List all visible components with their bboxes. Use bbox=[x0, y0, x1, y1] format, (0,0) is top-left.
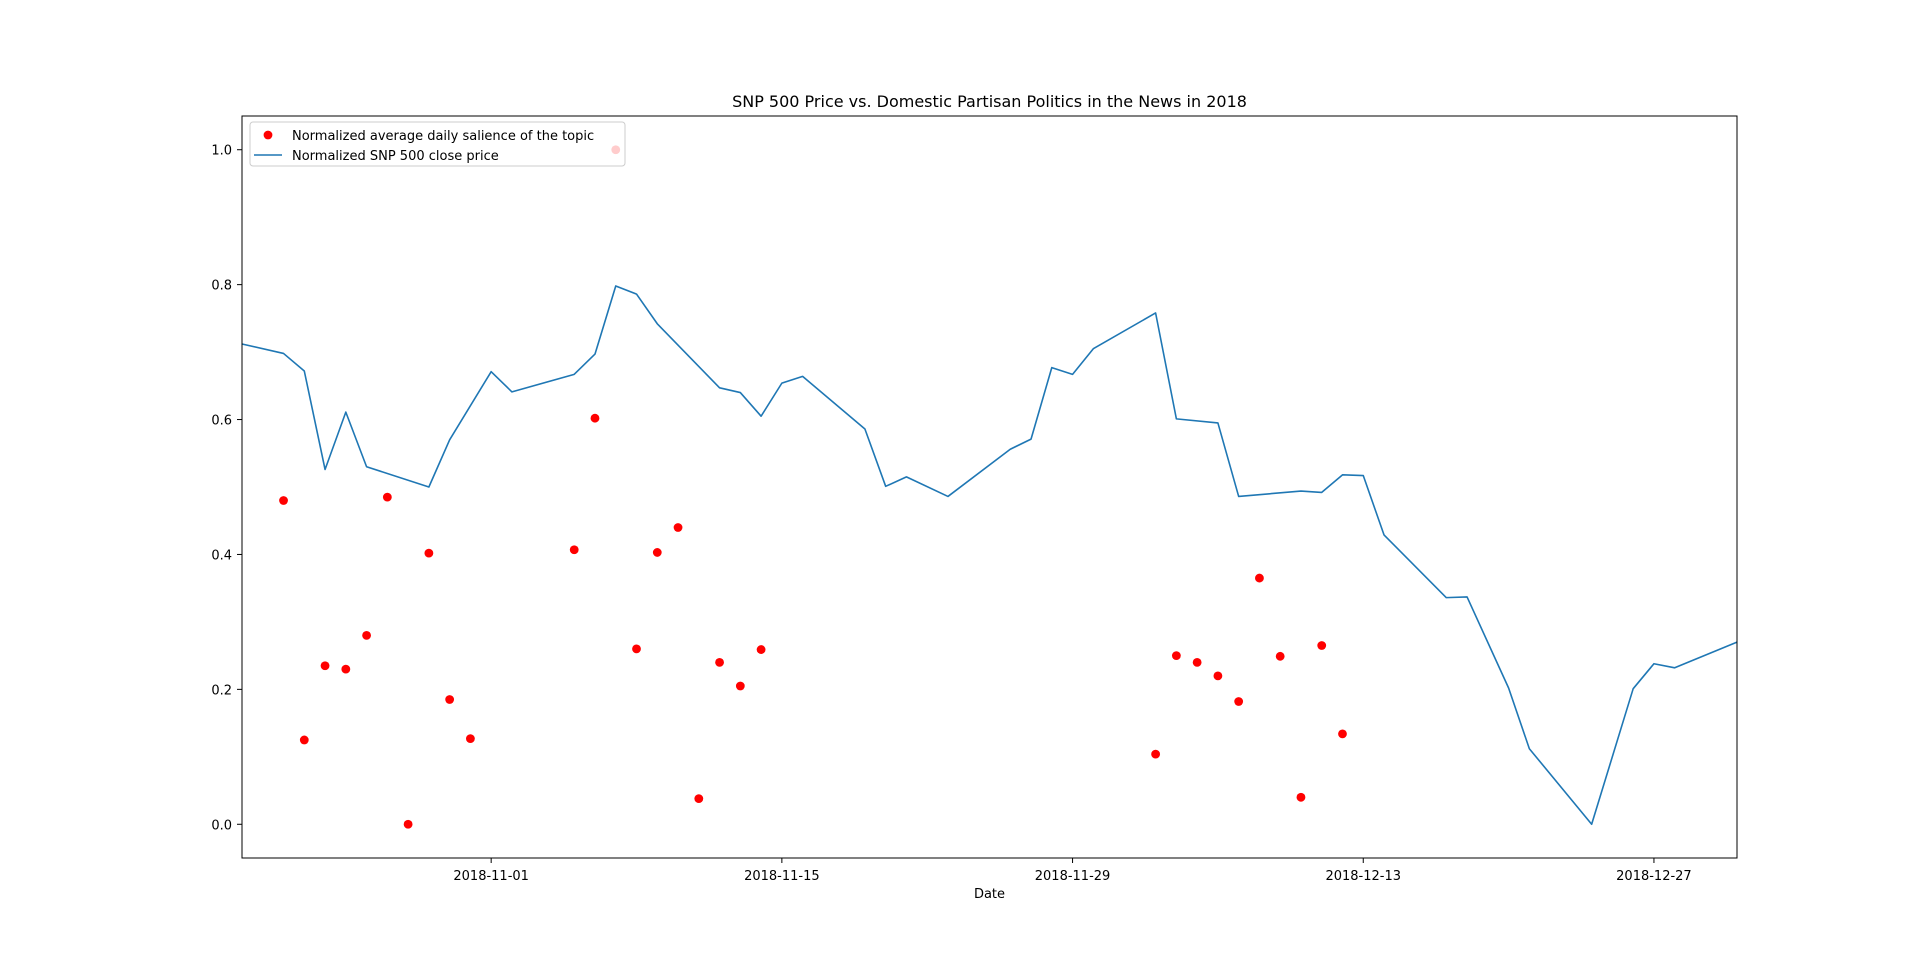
salience-point bbox=[445, 695, 455, 704]
salience-point bbox=[715, 657, 724, 667]
salience-point bbox=[466, 734, 475, 744]
salience-point bbox=[1338, 729, 1347, 739]
salience-point bbox=[735, 681, 745, 691]
legend-box bbox=[249, 121, 626, 167]
salience-point bbox=[362, 631, 371, 640]
salience-point bbox=[1151, 749, 1161, 759]
salience-point bbox=[569, 545, 579, 555]
y-tick-label: 0.6 bbox=[211, 414, 232, 429]
salience-point bbox=[1275, 651, 1285, 661]
chart-title: SNP 500 Price vs. Domestic Partisan Poli… bbox=[732, 92, 1247, 111]
salience-point bbox=[756, 645, 766, 654]
x-tick-label: 2018-11-15 bbox=[744, 869, 820, 884]
x-tick-label: 2018-11-01 bbox=[453, 869, 529, 884]
legend: Normalized average daily salience of the… bbox=[249, 121, 626, 167]
salience-point bbox=[341, 664, 351, 674]
plot-area bbox=[241, 115, 1738, 859]
y-tick-label: 0.2 bbox=[211, 683, 232, 698]
salience-point bbox=[424, 548, 434, 558]
salience-point bbox=[1255, 573, 1264, 583]
x-tick-label: 2018-12-27 bbox=[1616, 869, 1692, 884]
price-line-layer bbox=[241, 285, 1738, 826]
y-tick-label: 0.8 bbox=[211, 279, 232, 294]
salience-point bbox=[1234, 697, 1244, 706]
x-axis-label: Date bbox=[974, 887, 1005, 902]
x-axis: 2018-11-01 2018-11-15 2018-11-29 2018-12-13… bbox=[453, 858, 1692, 884]
legend-label-price: Normalized SNP 500 close price bbox=[292, 149, 499, 164]
x-tick-label: 2018-11-29 bbox=[1035, 869, 1111, 884]
salience-point bbox=[1171, 651, 1181, 661]
salience-point bbox=[590, 413, 600, 423]
salience-point bbox=[1296, 792, 1306, 802]
salience-point bbox=[694, 794, 704, 804]
snp500-price-line bbox=[241, 285, 1738, 826]
y-tick-label: 0.0 bbox=[211, 818, 232, 833]
y-tick-label: 0.4 bbox=[211, 548, 232, 563]
salience-point bbox=[1192, 657, 1202, 667]
salience-point bbox=[673, 523, 683, 532]
salience-point bbox=[299, 735, 309, 745]
salience-point bbox=[403, 819, 413, 829]
legend-marker-salience bbox=[263, 130, 273, 140]
legend-label-salience: Normalized average daily salience of the… bbox=[292, 129, 594, 144]
x-tick-label: 2018-12-13 bbox=[1325, 869, 1401, 884]
salience-point bbox=[382, 492, 392, 502]
salience-point bbox=[632, 644, 641, 654]
axes-frame bbox=[241, 115, 1738, 859]
salience-point bbox=[652, 548, 662, 557]
salience-point bbox=[1317, 641, 1327, 650]
y-axis: 0.0 0.2 0.4 0.6 0.8 1.0 bbox=[211, 144, 242, 833]
salience-point bbox=[1213, 671, 1223, 681]
salience-point bbox=[320, 661, 330, 671]
y-tick-label: 1.0 bbox=[211, 144, 232, 159]
salience-point bbox=[279, 496, 288, 505]
